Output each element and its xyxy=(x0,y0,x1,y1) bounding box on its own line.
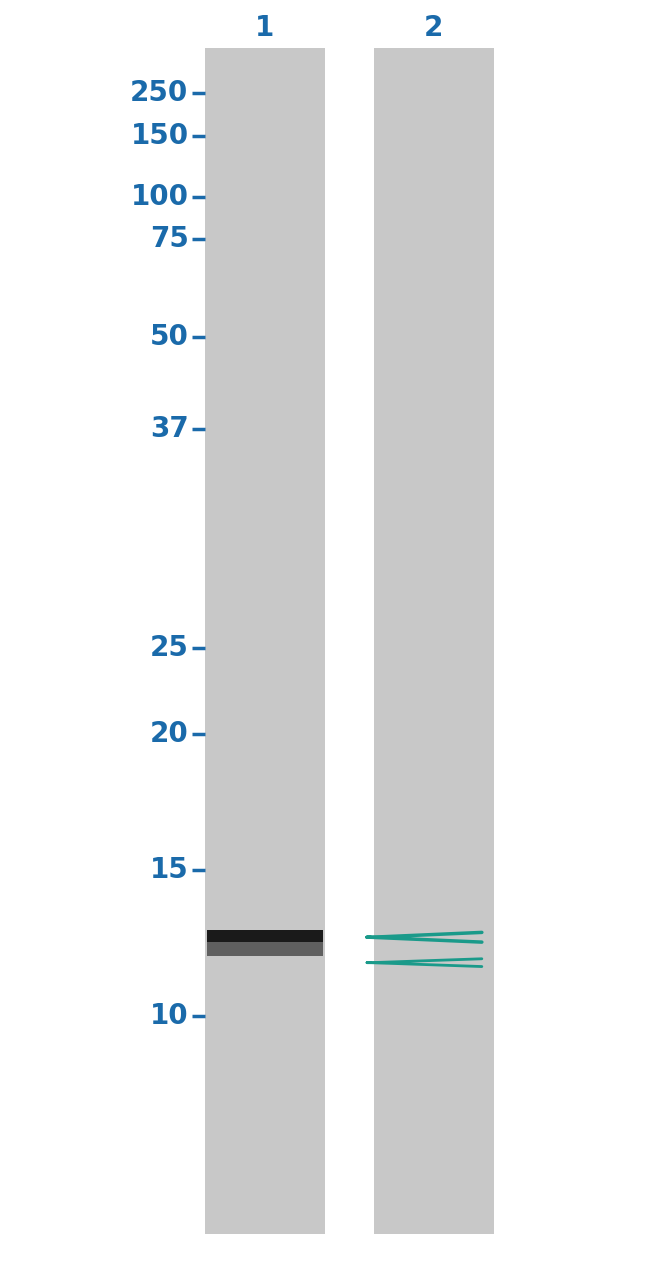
Text: 1: 1 xyxy=(255,14,274,42)
Text: 250: 250 xyxy=(130,79,188,107)
Bar xyxy=(207,930,323,942)
Text: 25: 25 xyxy=(150,634,188,662)
Text: 10: 10 xyxy=(150,1002,188,1030)
Text: 50: 50 xyxy=(150,323,188,351)
Bar xyxy=(205,48,325,1234)
Text: 100: 100 xyxy=(131,183,188,211)
Text: 20: 20 xyxy=(150,720,188,748)
Text: 15: 15 xyxy=(150,856,188,884)
Bar xyxy=(374,48,494,1234)
Text: 150: 150 xyxy=(131,122,188,150)
Text: 37: 37 xyxy=(150,415,188,443)
Bar xyxy=(207,942,323,956)
Text: 75: 75 xyxy=(150,225,188,253)
Text: 2: 2 xyxy=(424,14,443,42)
